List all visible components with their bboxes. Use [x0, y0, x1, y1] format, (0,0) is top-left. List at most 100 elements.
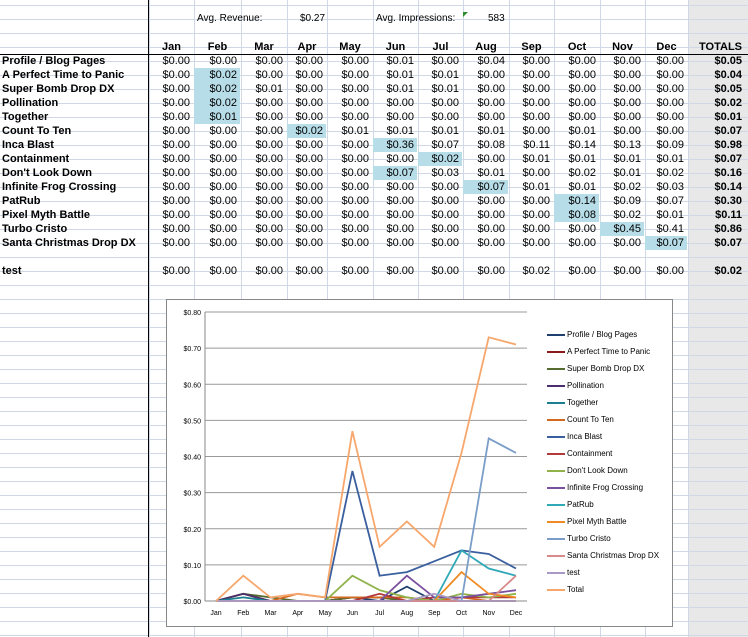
value-cell[interactable]: $0.02 — [656, 167, 684, 179]
value-cell[interactable]: $0.00 — [255, 209, 283, 221]
value-cell[interactable]: $0.02 — [194, 96, 240, 110]
value-cell[interactable]: $0.01 — [386, 125, 414, 137]
value-cell[interactable]: $0.00 — [568, 69, 596, 81]
row-total[interactable]: $0.11 — [715, 209, 742, 221]
value-cell[interactable]: $0.00 — [568, 97, 596, 109]
row-label[interactable]: Turbo Cristo — [2, 223, 68, 235]
value-cell[interactable]: $0.00 — [162, 237, 190, 249]
value-cell[interactable]: $0.07 — [656, 195, 684, 207]
value-cell[interactable]: $0.00 — [522, 125, 550, 137]
avg-revenue-value[interactable]: $0.27 — [300, 13, 326, 24]
value-cell[interactable]: $0.00 — [431, 111, 459, 123]
value-cell[interactable]: $0.00 — [295, 139, 323, 151]
value-cell[interactable]: $0.00 — [255, 265, 283, 277]
value-cell[interactable]: $0.00 — [209, 181, 237, 193]
row-total[interactable]: $0.98 — [714, 139, 742, 151]
value-cell[interactable]: $0.00 — [255, 111, 283, 123]
value-cell[interactable]: $0.00 — [386, 97, 414, 109]
value-cell[interactable]: $0.36 — [373, 138, 417, 152]
value-cell[interactable]: $0.00 — [613, 97, 641, 109]
value-cell[interactable]: $0.00 — [386, 195, 414, 207]
value-cell[interactable]: $0.00 — [386, 223, 414, 235]
value-cell[interactable]: $0.00 — [341, 69, 369, 81]
row-label[interactable]: test — [2, 265, 22, 277]
value-cell[interactable]: $0.00 — [295, 55, 323, 67]
value-cell[interactable]: $0.00 — [656, 83, 684, 95]
value-cell[interactable]: $0.00 — [522, 111, 550, 123]
value-cell[interactable]: $0.00 — [209, 237, 237, 249]
value-cell[interactable]: $0.08 — [554, 208, 599, 222]
value-cell[interactable]: $0.00 — [209, 195, 237, 207]
row-total[interactable]: $0.07 — [714, 153, 742, 165]
value-cell[interactable]: $0.00 — [568, 55, 596, 67]
value-cell[interactable]: $0.11 — [523, 139, 550, 151]
row-label[interactable]: Pixel Myth Battle — [2, 209, 91, 221]
value-cell[interactable]: $0.00 — [656, 97, 684, 109]
value-cell[interactable]: $0.00 — [209, 209, 237, 221]
value-cell[interactable]: $0.13 — [613, 139, 641, 151]
value-cell[interactable]: $0.00 — [477, 111, 505, 123]
revenue-line-chart[interactable]: $0.00 $0.10 $0.20 $0.30 $0.40 $0.50 $0.60 $0.70… — [166, 299, 673, 627]
value-cell[interactable]: $0.00 — [341, 55, 369, 67]
value-cell[interactable]: $0.00 — [255, 195, 283, 207]
avg-impressions-value[interactable]: 583 — [488, 13, 505, 24]
row-total[interactable]: $0.05 — [714, 83, 742, 95]
value-cell[interactable]: $0.00 — [656, 111, 684, 123]
row-total[interactable]: $0.86 — [714, 223, 742, 235]
value-cell[interactable]: $0.00 — [209, 55, 237, 67]
row-label[interactable]: Infinite Frog Crossing — [2, 181, 117, 193]
value-cell[interactable]: $0.01 — [568, 181, 596, 193]
value-cell[interactable]: $0.00 — [295, 181, 323, 193]
value-cell[interactable]: $0.00 — [162, 223, 190, 235]
value-cell[interactable]: $0.00 — [431, 55, 459, 67]
value-cell[interactable]: $0.00 — [477, 209, 505, 221]
row-label[interactable]: Santa Christmas Drop DX — [2, 237, 136, 249]
value-cell[interactable]: $0.00 — [209, 167, 237, 179]
value-cell[interactable]: $0.00 — [656, 55, 684, 67]
row-label[interactable]: Profile / Blog Pages — [2, 55, 106, 67]
value-cell[interactable]: $0.00 — [656, 125, 684, 137]
value-cell[interactable]: $0.00 — [431, 265, 459, 277]
row-label[interactable]: PatRub — [2, 195, 41, 207]
value-cell[interactable]: $0.00 — [656, 265, 684, 277]
value-cell[interactable]: $0.00 — [295, 209, 323, 221]
value-cell[interactable]: $0.01 — [522, 153, 550, 165]
value-cell[interactable]: $0.00 — [386, 209, 414, 221]
month-header[interactable]: Jun — [385, 41, 406, 53]
value-cell[interactable]: $0.41 — [656, 223, 684, 235]
value-cell[interactable]: $0.00 — [477, 195, 505, 207]
value-cell[interactable]: $0.01 — [341, 125, 369, 137]
value-cell[interactable]: $0.00 — [613, 265, 641, 277]
month-header[interactable]: Apr — [297, 41, 317, 53]
value-cell[interactable]: $0.07 — [645, 236, 687, 250]
value-cell[interactable]: $0.00 — [162, 195, 190, 207]
value-cell[interactable]: $0.00 — [613, 69, 641, 81]
month-header[interactable]: Jan — [162, 41, 181, 53]
row-total[interactable]: $0.01 — [714, 111, 742, 123]
value-cell[interactable]: $0.00 — [386, 111, 414, 123]
value-cell[interactable]: $0.03 — [431, 167, 459, 179]
value-cell[interactable]: $0.01 — [386, 55, 414, 67]
value-cell[interactable]: $0.00 — [522, 237, 550, 249]
value-cell[interactable]: $0.01 — [431, 69, 459, 81]
value-cell[interactable]: $0.00 — [386, 153, 414, 165]
value-cell[interactable]: $0.01 — [431, 125, 459, 137]
value-cell[interactable]: $0.00 — [341, 153, 369, 165]
value-cell[interactable]: $0.00 — [341, 111, 369, 123]
value-cell[interactable]: $0.02 — [568, 167, 596, 179]
value-cell[interactable]: $0.00 — [477, 223, 505, 235]
value-cell[interactable]: $0.01 — [255, 83, 283, 95]
month-header[interactable]: Oct — [567, 41, 587, 53]
avg-revenue-label[interactable]: Avg. Revenue: — [197, 13, 263, 24]
value-cell[interactable]: $0.00 — [255, 139, 283, 151]
value-cell[interactable]: $0.00 — [613, 83, 641, 95]
row-total[interactable]: $0.04 — [714, 69, 742, 81]
value-cell[interactable]: $0.00 — [255, 55, 283, 67]
value-cell[interactable]: $0.01 — [386, 83, 414, 95]
value-cell[interactable]: $0.00 — [431, 195, 459, 207]
value-cell[interactable]: $0.01 — [477, 167, 505, 179]
value-cell[interactable]: $0.09 — [656, 139, 684, 151]
value-cell[interactable]: $0.00 — [431, 97, 459, 109]
value-cell[interactable]: $0.00 — [477, 69, 505, 81]
row-label[interactable]: Count To Ten — [2, 125, 72, 137]
